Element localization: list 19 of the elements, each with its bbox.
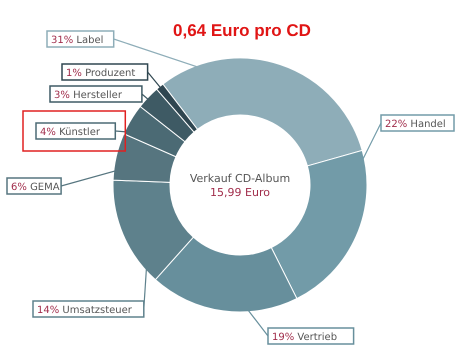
slice-label: Produzent — [82, 68, 136, 79]
slice-label: Hersteller — [70, 90, 123, 101]
slice-label: Vertrieb — [294, 332, 338, 343]
data-label: 3% — [54, 90, 70, 101]
slice-label: Label — [73, 35, 104, 46]
slice-label: Umsatzsteuer — [59, 305, 133, 316]
data-label: 31% — [51, 35, 74, 46]
text: 15,99 Euro — [210, 186, 270, 199]
data-label: 1% — [66, 68, 82, 79]
data-label: 22% — [385, 119, 408, 130]
chart-title: 0,64 Euro pro CD — [173, 21, 311, 40]
text: Verkauf CD-Album — [190, 172, 290, 185]
data-label: 14% — [37, 305, 60, 316]
slice-label: GEMA — [26, 182, 60, 193]
legend-label: Künstler — [56, 127, 101, 138]
data-label: 19% — [272, 332, 294, 343]
data-label: 4% — [40, 127, 56, 138]
slice-label: Handel — [407, 119, 446, 130]
data-label: 6% — [11, 182, 27, 193]
